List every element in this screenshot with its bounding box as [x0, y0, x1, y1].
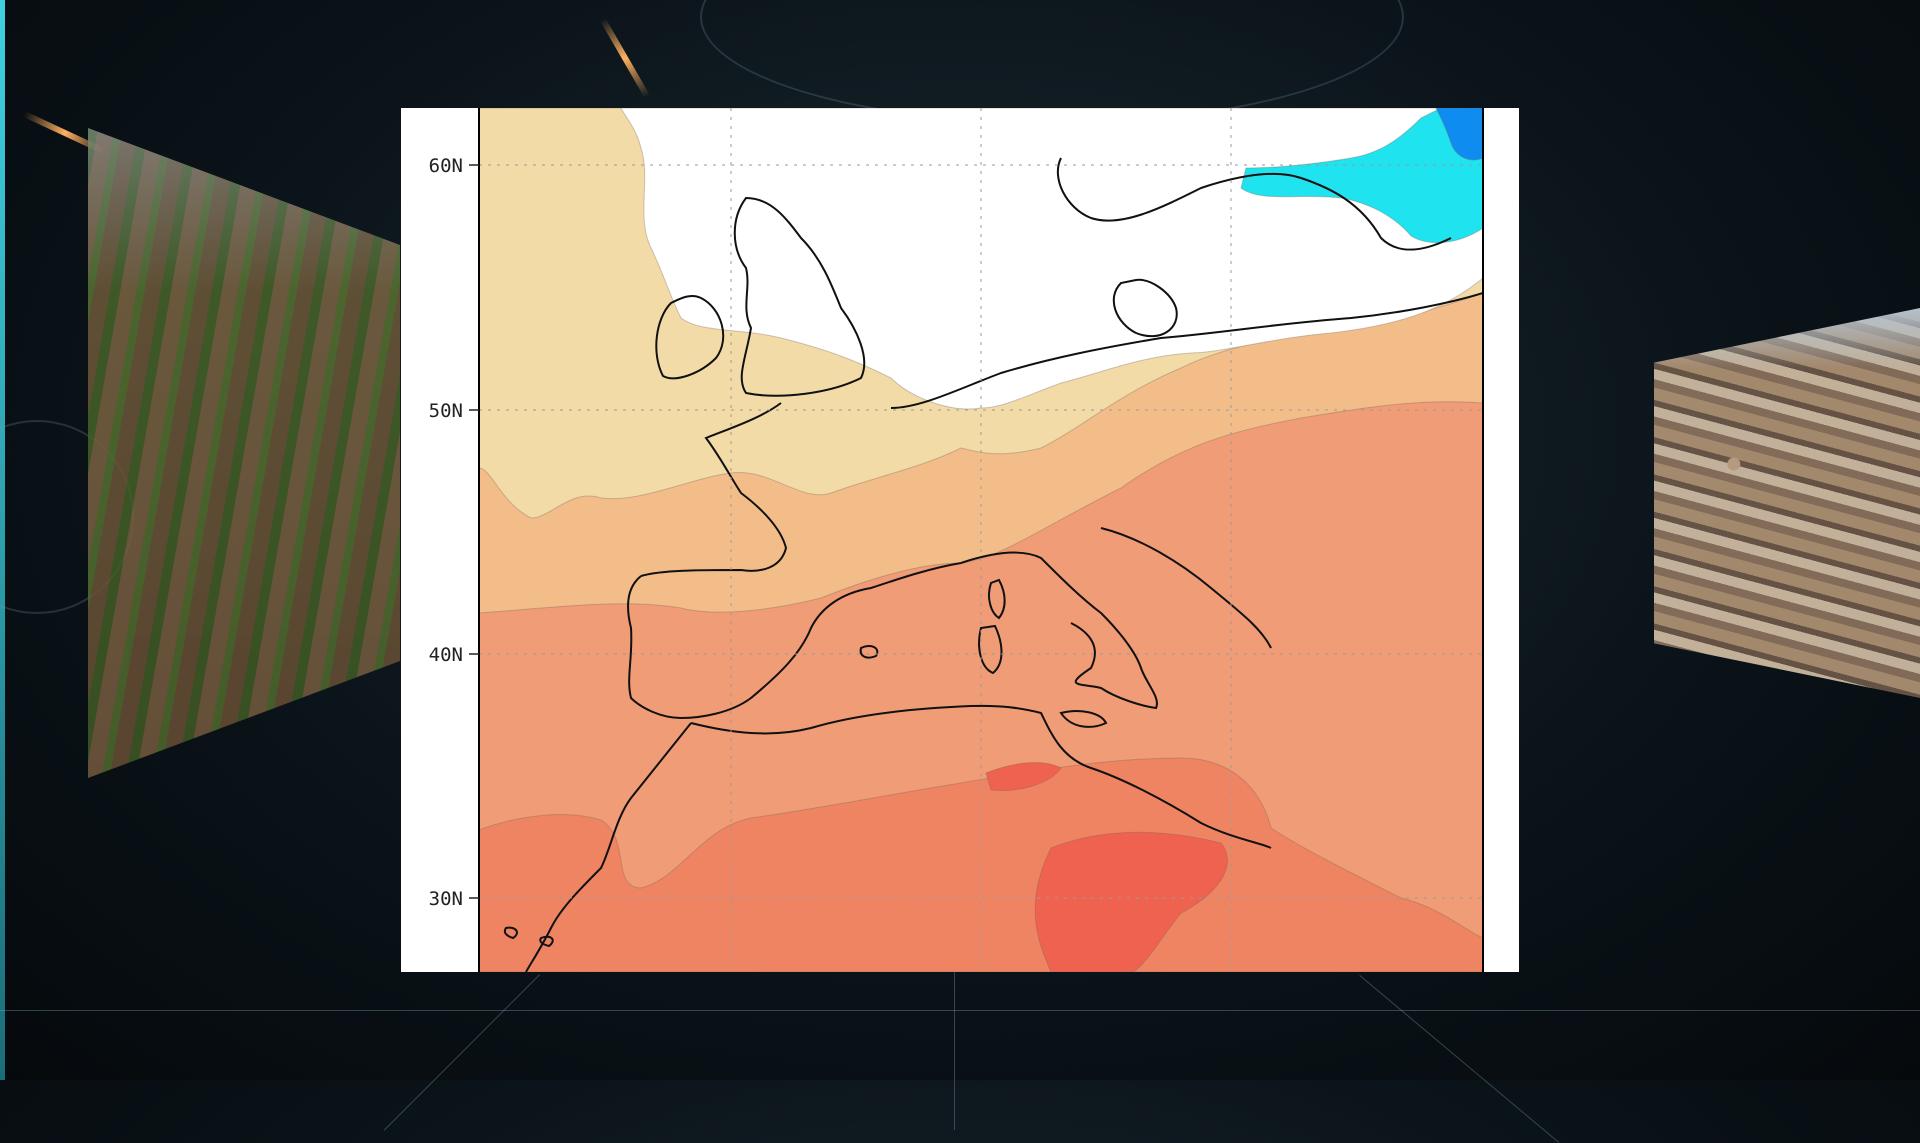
floor-line	[1359, 975, 1560, 1143]
lat-label-30n: 30N	[429, 888, 463, 910]
temperature-anomaly-map: 60N 50N 40N 30N	[429, 108, 1484, 972]
contour-blue	[1435, 108, 1483, 161]
lat-label-60n: 60N	[429, 155, 463, 177]
coastline-denmark	[1112, 278, 1178, 338]
coastline-sardinia	[978, 624, 1003, 675]
coastline-europe-mainland	[890, 292, 1483, 409]
coastline-adriatic	[1100, 527, 1272, 649]
lat-label-50n: 50N	[429, 400, 463, 422]
hud-ring	[700, 0, 1404, 124]
contour-red	[985, 762, 1062, 792]
contour-red	[1034, 831, 1228, 972]
contour-cyan	[1240, 108, 1483, 244]
coastline-britain	[733, 196, 866, 397]
vineyard-video-panel	[88, 128, 400, 778]
coastline-sicily	[1059, 710, 1108, 728]
graticule	[479, 108, 1483, 972]
latitude-axis: 60N 50N 40N 30N	[429, 155, 479, 910]
coastline-morocco	[525, 722, 692, 972]
floor-line	[954, 970, 955, 1130]
contour-fill-layer	[479, 108, 1483, 972]
coastline-ireland	[655, 294, 725, 380]
coastline-canaries	[503, 926, 554, 948]
coastline-corsica	[988, 578, 1006, 620]
light-flare	[599, 17, 651, 99]
coastline-scandinavia	[1056, 157, 1452, 251]
coastline-iberia	[627, 562, 962, 720]
weather-map-card: 60N 50N 40N 30N	[401, 108, 1519, 972]
lat-label-40n: 40N	[429, 644, 463, 666]
floor-line	[383, 974, 540, 1131]
coastline-north-africa	[690, 704, 1272, 849]
coastline-layer	[503, 157, 1483, 972]
coastline-italy	[960, 551, 1158, 710]
town-aerial-video-panel	[1654, 308, 1920, 698]
coastline-balearic	[859, 645, 879, 659]
coastline-france	[640, 402, 788, 577]
floor-line	[0, 1010, 1920, 1011]
